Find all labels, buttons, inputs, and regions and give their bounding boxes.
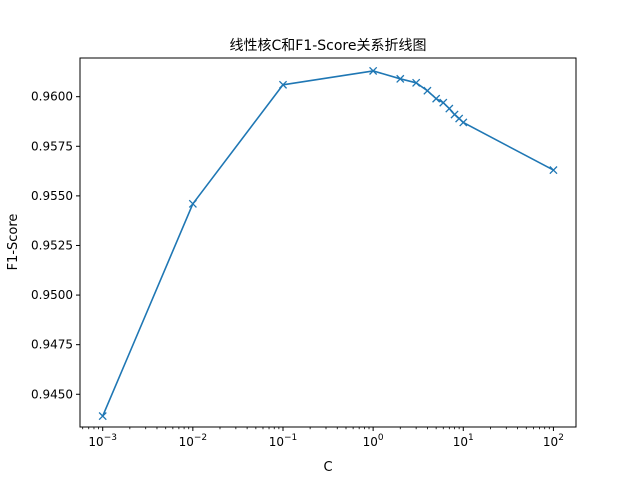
marker-stroke [445, 104, 454, 113]
marker-stroke [412, 78, 421, 87]
data-point-marker [278, 80, 288, 89]
y-tick-label: 0.9475 [31, 338, 73, 352]
data-point-marker [432, 94, 441, 103]
x-tick-label-exponent: −2 [194, 433, 207, 443]
x-tick-label: 10−3 [88, 433, 117, 449]
x-tick-label: 10−2 [179, 433, 208, 449]
data-point-marker [459, 118, 468, 127]
marker-stroke [278, 80, 288, 89]
data-point-marker [412, 78, 421, 87]
marker-stroke [455, 114, 464, 123]
y-axis-ticks: 0.9450 0.9475 0.9500 0.9525 0.9550 0.9575 0.96… [31, 90, 80, 401]
marker-stroke [432, 94, 441, 103]
marker-stroke [450, 110, 459, 119]
marker-stroke [98, 412, 107, 421]
x-tick-label-exponent: 1 [468, 433, 474, 443]
x-tick-label: 101 [453, 433, 474, 449]
x-tick-label-base: 10 [88, 435, 103, 449]
x-tick-label: 102 [543, 433, 564, 449]
x-tick-label: 10−1 [269, 433, 298, 449]
marker-stroke [549, 166, 558, 175]
y-tick-label: 0.9575 [31, 139, 73, 153]
x-tick-label-exponent: 2 [558, 433, 564, 443]
axes-frame [79, 57, 577, 428]
x-tick-label-base: 10 [363, 435, 378, 449]
x-tick-label-exponent: −1 [284, 433, 297, 443]
marker-stroke [439, 98, 448, 107]
data-point-marker [423, 86, 432, 95]
data-point-marker [98, 412, 107, 421]
chart-title: 线性核C和F1-Score关系折线图 [230, 38, 427, 54]
y-tick-label: 0.9550 [31, 189, 73, 203]
data-point-marker [369, 66, 378, 75]
marker-stroke [396, 74, 405, 83]
data-point-marker [188, 199, 197, 208]
marker-stroke [188, 199, 197, 208]
x-axis-ticks: 10−3 10−2 10−1 100 101 102 [82, 427, 564, 449]
x-tick-label-base: 10 [453, 435, 468, 449]
x-tick-label-base: 10 [543, 435, 558, 449]
y-tick-label: 0.9525 [31, 238, 73, 252]
x-axis-label: C [323, 460, 332, 475]
data-point-marker [549, 166, 558, 175]
y-tick-label: 0.9450 [31, 387, 73, 401]
plot-layer [98, 66, 558, 421]
y-tick-label: 0.9600 [31, 90, 73, 104]
x-tick-label-exponent: 0 [378, 433, 384, 443]
x-tick-label-base: 10 [179, 435, 194, 449]
marker-stroke [369, 66, 378, 75]
y-axis-label: F1-Score [6, 214, 21, 271]
x-tick-label-exponent: −3 [104, 433, 117, 443]
y-tick-label: 0.9500 [31, 288, 73, 302]
data-point-marker [396, 74, 405, 83]
marker-stroke [423, 86, 432, 95]
x-tick-label: 100 [363, 433, 384, 449]
x-tick-label-base: 10 [269, 435, 284, 449]
marker-stroke [459, 118, 468, 127]
